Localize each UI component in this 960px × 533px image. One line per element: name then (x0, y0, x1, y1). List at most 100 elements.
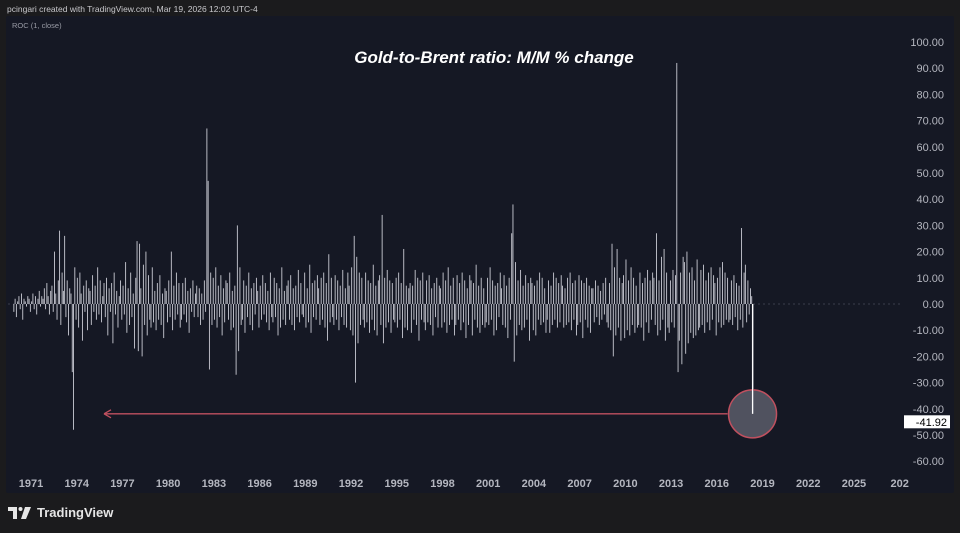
roc-bar (487, 277, 489, 304)
roc-bar (653, 277, 655, 304)
x-tick-label: 2013 (659, 478, 683, 490)
roc-bar (436, 277, 438, 304)
roc-bar (537, 304, 539, 320)
x-tick-label: 1998 (430, 478, 454, 490)
roc-bar (264, 283, 266, 304)
roc-bar (452, 277, 454, 304)
roc-bar (555, 277, 557, 304)
x-tick-label: 2016 (705, 478, 729, 490)
roc-bar (97, 267, 99, 304)
roc-bar (177, 304, 179, 315)
roc-bar (272, 304, 274, 323)
roc-bar (621, 283, 623, 304)
roc-bar (725, 304, 727, 320)
roc-bar (700, 269, 702, 304)
roc-bar (456, 275, 458, 304)
roc-bar (422, 272, 424, 304)
roc-bar (506, 285, 508, 304)
indicator-label[interactable]: ROC (1, close) (12, 21, 62, 30)
roc-bar (517, 280, 519, 304)
roc-bar (733, 275, 735, 304)
roc-bar (286, 285, 288, 304)
roc-bar (715, 304, 717, 336)
roc-bar (370, 283, 372, 304)
roc-bar (471, 304, 473, 336)
roc-bar (559, 304, 561, 323)
roc-bar (32, 293, 34, 304)
roc-bar (629, 304, 631, 336)
roc-bar (671, 304, 673, 323)
roc-bar (235, 304, 237, 375)
roc-bar (703, 264, 704, 304)
roc-bar (175, 272, 177, 304)
roc-bar (515, 262, 516, 304)
roc-bar (150, 304, 152, 328)
roc-bar (381, 214, 383, 304)
y-tick-label: -60.00 (913, 456, 944, 468)
roc-bar (327, 304, 328, 341)
roc-bar (619, 277, 621, 304)
roc-bar (104, 304, 106, 318)
roc-bar (710, 267, 712, 304)
roc-bar (13, 304, 15, 312)
roc-bar (379, 275, 381, 304)
roc-bar (615, 304, 617, 336)
roc-bar (468, 304, 469, 325)
roc-bar (268, 304, 270, 331)
roc-bar (328, 254, 330, 304)
roc-bar (172, 304, 174, 331)
roc-bar (113, 272, 115, 304)
roc-bar (17, 301, 19, 304)
roc-bar (508, 277, 510, 304)
roc-bar (169, 304, 171, 318)
roc-bar (602, 283, 604, 304)
roc-bar (338, 304, 340, 331)
roc-bar (201, 293, 203, 304)
roc-bar (148, 275, 149, 304)
roc-bar (569, 272, 571, 304)
roc-bar (573, 304, 575, 320)
roc-bar (258, 304, 260, 328)
roc-bar (382, 304, 384, 344)
roc-bar (447, 267, 449, 304)
roc-bar (730, 280, 732, 304)
roc-bar (156, 283, 158, 304)
roc-bar (677, 304, 679, 373)
tradingview-logo-icon (8, 506, 31, 519)
roc-bar (170, 251, 172, 304)
roc-bar (540, 304, 542, 325)
roc-bar (311, 283, 313, 304)
roc-bar (518, 304, 520, 325)
roc-bar (153, 304, 154, 323)
roc-bar (410, 304, 412, 333)
roc-bar (630, 267, 632, 304)
roc-bar (136, 241, 138, 304)
roc-bar (475, 264, 477, 304)
roc-bar (699, 304, 701, 328)
roc-bar (544, 288, 546, 304)
roc-bar (127, 288, 129, 304)
roc-bar (400, 283, 402, 304)
roc-bar (658, 280, 660, 304)
roc-bar (83, 285, 85, 304)
roc-bar (254, 304, 256, 315)
roc-bar (492, 280, 494, 304)
roc-bar (76, 277, 78, 304)
roc-bar (722, 262, 723, 304)
roc-bar (188, 304, 190, 333)
roc-bar (92, 275, 94, 304)
roc-bar (252, 304, 254, 331)
roc-bar (51, 285, 53, 304)
tradingview-logo[interactable]: TradingView (8, 505, 113, 520)
roc-bar (33, 304, 35, 310)
roc-bar (542, 304, 544, 323)
roc-bar (473, 283, 475, 304)
roc-bar (122, 285, 124, 304)
roc-bar (285, 304, 287, 325)
roc-bar (291, 304, 293, 325)
roc-bar (682, 256, 684, 304)
roc-bar (56, 304, 58, 320)
roc-bar (565, 304, 567, 325)
roc-bar (128, 304, 130, 325)
roc-bar (198, 288, 200, 304)
